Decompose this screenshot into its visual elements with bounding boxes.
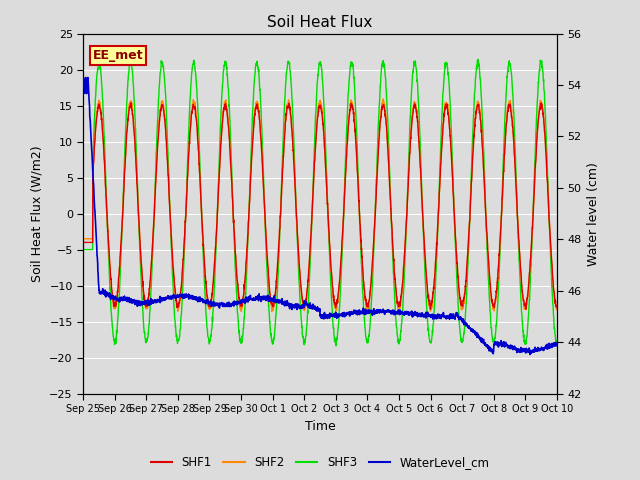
X-axis label: Time: Time	[305, 420, 335, 432]
Y-axis label: Water level (cm): Water level (cm)	[587, 162, 600, 265]
Y-axis label: Soil Heat Flux (W/m2): Soil Heat Flux (W/m2)	[31, 145, 44, 282]
Title: Soil Heat Flux: Soil Heat Flux	[268, 15, 372, 30]
Legend: SHF1, SHF2, SHF3, WaterLevel_cm: SHF1, SHF2, SHF3, WaterLevel_cm	[146, 452, 494, 474]
Text: EE_met: EE_met	[93, 49, 143, 62]
